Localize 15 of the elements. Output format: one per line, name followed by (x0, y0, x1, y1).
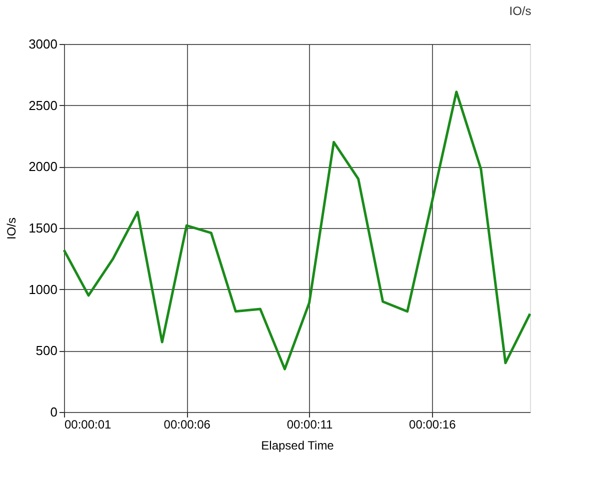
y-tick-label: 500 (36, 343, 58, 358)
x-tick-label: 00:00:11 (286, 418, 333, 432)
x-axis-title: Elapsed Time (261, 438, 334, 452)
x-tick-label: 00:00:16 (409, 418, 456, 432)
y-tick-label: 0 (50, 404, 58, 420)
y-tick-label: 2000 (28, 159, 58, 174)
x-tick-label: 00:00:01 (64, 418, 112, 432)
x-tick-label: 00:00:06 (164, 418, 211, 432)
chart-title: IO/s (509, 4, 532, 18)
line-series (62, 90, 532, 370)
y-axis-title: IO/s (4, 217, 19, 240)
y-tick-label: 2500 (28, 98, 58, 113)
y-tick-label: 1500 (28, 220, 58, 236)
y-tick-label: 1000 (28, 282, 58, 297)
y-tick-label: 3000 (28, 36, 58, 52)
